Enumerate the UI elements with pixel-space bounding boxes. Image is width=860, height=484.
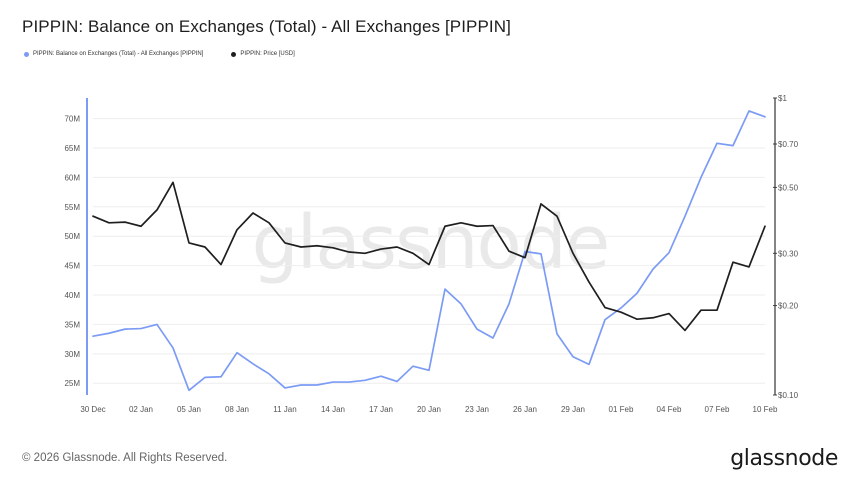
y-right-tick-label: $1: [778, 94, 787, 103]
x-tick-label: 20 Jan: [417, 405, 441, 414]
y-right-tick-label: $0.70: [778, 140, 799, 149]
y-right-tick-label: $0.50: [778, 183, 799, 192]
x-tick-label: 01 Feb: [609, 405, 634, 414]
legend-item-price[interactable]: PIPPIN: Price [USD]: [231, 51, 295, 57]
balance-series-line: [92, 110, 766, 392]
legend-item-balance[interactable]: PIPPIN: Balance on Exchanges (Total) - A…: [24, 51, 203, 57]
x-tick-label: 10 Feb: [753, 405, 778, 414]
glassnode-logo: glassnode: [730, 446, 838, 471]
legend-swatch-balance: [24, 51, 29, 57]
chart-area[interactable]: glassnode 25M 30M 35M 40M 45M 50M 55M 60M 65M 70M $…: [0, 0, 860, 440]
x-tick-label: 30 Dec: [80, 405, 105, 414]
x-tick-label: 11 Jan: [273, 405, 296, 414]
y-right-tick-label: $0.20: [778, 302, 799, 311]
y-left-tick-label: 60M: [64, 173, 80, 182]
copyright-text: © 2026 Glassnode. All Rights Reserved.: [22, 452, 228, 464]
y-left-tick-label: 55M: [64, 203, 80, 212]
y-left-tick-label: 35M: [64, 320, 80, 329]
price-series-line: [92, 181, 766, 332]
chart-title: PIPPIN: Balance on Exchanges (Total) - A…: [22, 17, 511, 36]
legend-swatch-price: [231, 51, 237, 57]
y-left-tick-label: 30M: [64, 350, 80, 359]
x-tick-label: 04 Feb: [657, 405, 682, 414]
y-right-tick-label: $0.30: [778, 249, 799, 258]
x-tick-label: 07 Feb: [705, 405, 730, 414]
y-left-tick-label: 65M: [64, 144, 80, 153]
legend-label-balance: PIPPIN: Balance on Exchanges (Total) - A…: [33, 51, 204, 57]
watermark-text: glassnode: [252, 200, 609, 286]
x-tick-label: 23 Jan: [465, 405, 489, 414]
y-left-tick-label: 50M: [64, 232, 80, 241]
x-tick-label: 26 Jan: [513, 405, 537, 414]
y-left-tick-label: 25M: [64, 379, 80, 388]
y-left-tick-label: 45M: [64, 262, 80, 271]
x-tick-label: 29 Jan: [561, 405, 585, 414]
y-left-tick-label: 40M: [64, 291, 80, 300]
chart-legend: PIPPIN: Balance on Exchanges (Total) - A…: [24, 51, 295, 57]
x-tick-label: 02 Jan: [129, 405, 153, 414]
y-left-tick-label: 70M: [64, 115, 80, 124]
x-tick-label: 05 Jan: [177, 405, 201, 414]
legend-label-price: PIPPIN: Price [USD]: [240, 51, 295, 57]
x-tick-label: 17 Jan: [369, 405, 393, 414]
x-tick-label: 08 Jan: [225, 405, 249, 414]
x-tick-label: 14 Jan: [321, 405, 345, 414]
y-right-tick-label: $0.10: [778, 391, 799, 400]
